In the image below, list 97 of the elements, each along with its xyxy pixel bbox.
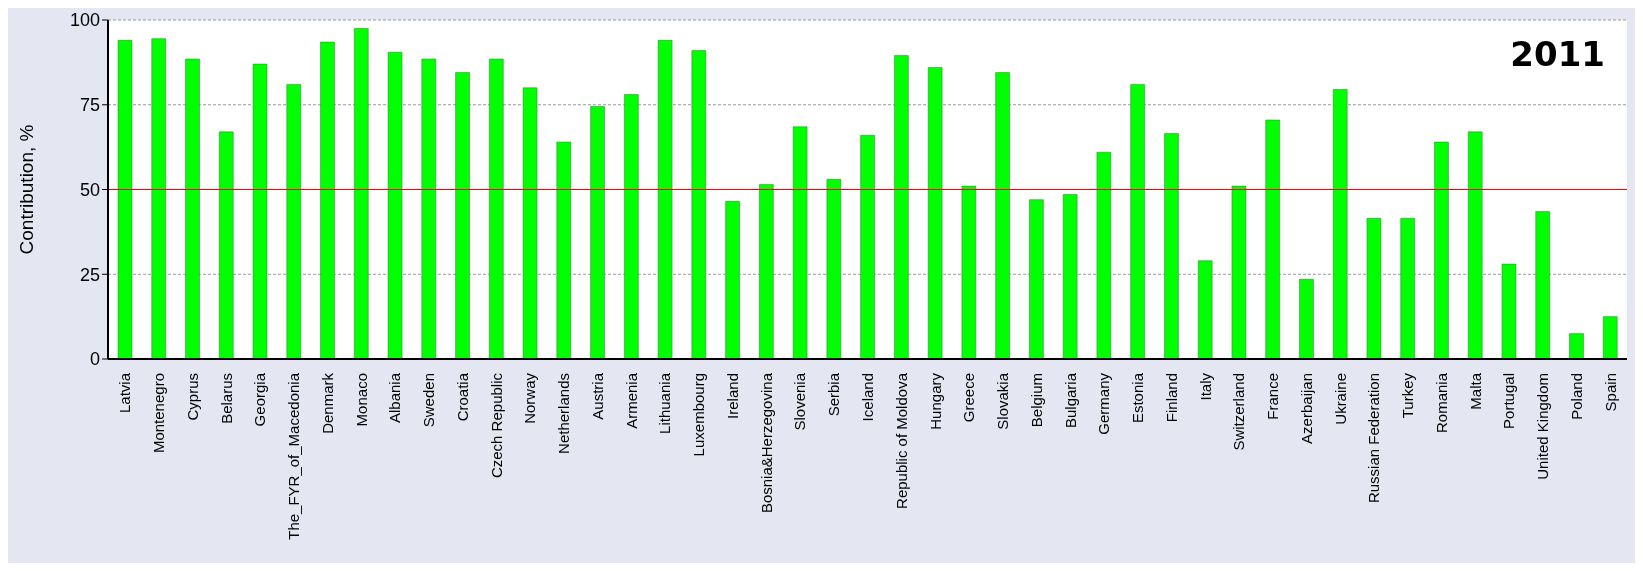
bar <box>792 126 808 359</box>
x-tick-label: Finland <box>1162 373 1180 423</box>
x-tick-label: Czech Republic <box>487 372 505 479</box>
y-tick-label: 100 <box>69 10 100 31</box>
bar <box>151 38 167 359</box>
x-tick-label: Azerbaijan <box>1297 373 1315 444</box>
bar <box>1400 218 1415 359</box>
bar <box>1467 131 1483 359</box>
x-tick-label: Bosnia&Herzegovina <box>757 372 775 514</box>
bar <box>860 135 875 359</box>
x-tick-label: Italy <box>1196 372 1214 401</box>
x-tick-label: Spain <box>1601 373 1619 412</box>
x-tick-label: Lithuania <box>656 372 674 434</box>
x-tick-label: Republic of Moldova <box>892 372 910 509</box>
x-tick-label: Montenegro <box>150 373 168 454</box>
bar <box>759 184 774 359</box>
bar <box>961 185 977 359</box>
y-axis-title: Contribution, % <box>15 124 37 255</box>
x-tick-label: Russian Federation <box>1365 373 1383 504</box>
y-tick-label: 50 <box>79 179 100 200</box>
bar <box>1130 84 1145 359</box>
bar <box>522 87 538 359</box>
x-tick-label: Bulgaria <box>1061 372 1079 429</box>
y-tick-label: 0 <box>89 349 100 370</box>
bar <box>1029 199 1044 359</box>
x-tick-label: Albania <box>386 372 404 424</box>
bar <box>320 41 335 359</box>
bar <box>185 58 200 359</box>
x-tick-label: Belarus <box>217 373 235 424</box>
bar <box>354 28 369 359</box>
bar <box>995 72 1010 359</box>
bar <box>1535 211 1550 359</box>
x-tick-label: Latvia <box>116 372 134 414</box>
bar <box>894 55 909 359</box>
bar <box>1062 194 1078 359</box>
x-tick-label: Poland <box>1567 373 1585 420</box>
x-tick-label: Croatia <box>453 372 471 422</box>
bar <box>286 84 302 359</box>
x-tick-label: Sweden <box>420 373 438 428</box>
x-tick-label: Luxembourg <box>690 373 708 457</box>
x-tick-label: Ukraine <box>1331 373 1349 425</box>
bar <box>1197 260 1213 359</box>
x-tick-label: Belgium <box>1027 373 1045 428</box>
x-tick-label: Armenia <box>622 372 640 429</box>
x-tick-label: Georgia <box>251 372 269 427</box>
bar <box>1231 185 1247 359</box>
bar <box>117 40 133 359</box>
x-tick-label: Monaco <box>352 373 370 427</box>
bar <box>927 67 943 359</box>
x-tick-label: Portugal <box>1500 373 1518 429</box>
bar <box>219 131 234 359</box>
bar <box>1265 119 1280 359</box>
bar <box>1366 218 1382 359</box>
x-tick-label: United Kingdom <box>1534 373 1552 480</box>
bar <box>252 63 268 359</box>
bar <box>590 106 605 359</box>
bar <box>1501 263 1517 359</box>
x-tick-label: Slovenia <box>791 372 809 431</box>
x-tick-label: Ireland <box>723 373 741 419</box>
y-tick-label: 75 <box>79 95 100 116</box>
y-tick-label: 25 <box>79 264 100 285</box>
bar <box>691 50 707 359</box>
x-tick-label: Netherlands <box>555 373 573 454</box>
bar <box>421 58 437 359</box>
x-tick-label: Austria <box>588 372 606 420</box>
bar <box>624 94 639 359</box>
x-tick-label: Greece <box>960 373 978 423</box>
x-tick-label: The_FYR_of_Macedonia <box>285 372 303 540</box>
bar <box>1164 133 1179 359</box>
x-tick-label: Hungary <box>926 372 944 430</box>
bar <box>556 141 572 359</box>
x-tick-label: Iceland <box>859 373 876 422</box>
bar <box>826 179 842 359</box>
bar <box>1332 89 1348 359</box>
bar <box>657 40 673 359</box>
bar <box>1299 279 1314 359</box>
bar <box>1602 316 1618 359</box>
annotation: 2011 <box>1510 34 1605 74</box>
bar <box>489 58 504 359</box>
x-tick-label: Estonia <box>1129 372 1147 424</box>
x-tick-label: Turkey <box>1399 372 1417 419</box>
bar <box>455 72 470 359</box>
bar <box>1434 141 1449 359</box>
bar <box>387 51 403 359</box>
x-tick-label: Switzerland <box>1230 373 1248 451</box>
x-tick-label: Malta <box>1466 372 1484 410</box>
x-tick-label: Germany <box>1095 372 1113 435</box>
bar <box>725 201 740 359</box>
x-tick-label: Slovakia <box>994 372 1012 430</box>
x-tick-label: Denmark <box>318 372 336 434</box>
bar <box>1569 333 1584 359</box>
x-tick-label: Norway <box>521 372 539 424</box>
bar <box>1096 151 1112 359</box>
x-tick-label: France <box>1264 373 1282 420</box>
x-tick-label: Serbia <box>825 372 843 417</box>
x-tick-label: Cyprus <box>183 373 201 421</box>
x-tick-label: Romania <box>1432 372 1450 434</box>
